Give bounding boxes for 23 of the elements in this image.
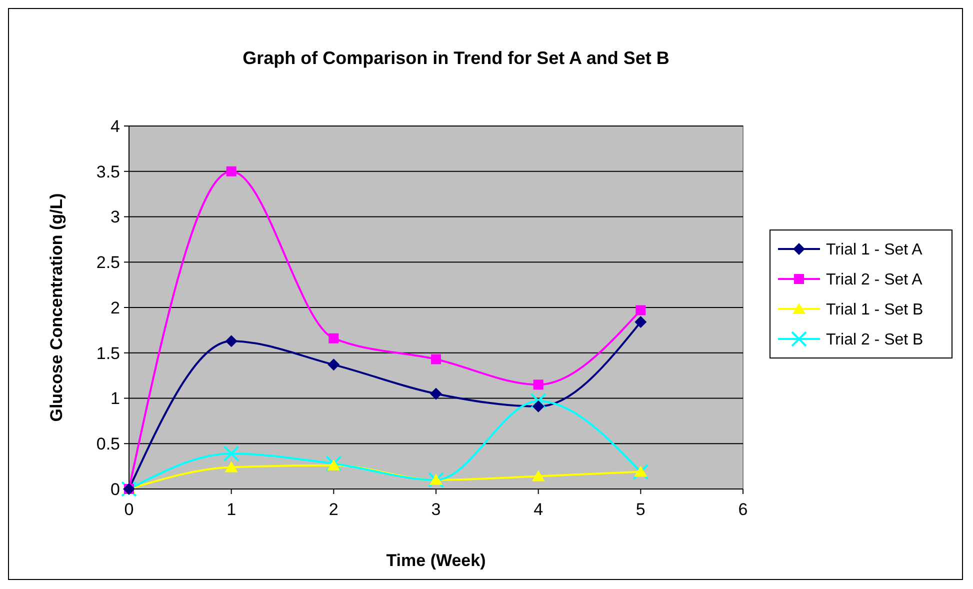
- y-tick-label: 4: [110, 116, 120, 136]
- legend-label: Trial 1 - Set B: [826, 302, 924, 319]
- y-tick-label: 3.5: [96, 162, 120, 182]
- x-tick-label: 2: [328, 500, 338, 519]
- x-tick-label: 4: [534, 500, 544, 519]
- x-tick-label: 6: [738, 500, 748, 519]
- x-axis-title: Time (Week): [386, 551, 486, 570]
- y-tick-label: 0: [110, 480, 120, 499]
- y-tick-label: 2: [110, 298, 120, 318]
- y-tick-label: 1.5: [96, 344, 120, 363]
- y-tick-label: 3: [110, 208, 120, 227]
- y-tick-label: 1: [110, 389, 120, 408]
- y-tick-label: 0.5: [96, 434, 120, 454]
- legend-label: Trial 2 - Set A: [826, 272, 923, 289]
- x-tick-label: 3: [431, 500, 441, 519]
- x-tick-label: 0: [124, 500, 134, 519]
- x-tick-label: 5: [636, 500, 646, 519]
- x-tick-label: 1: [226, 500, 236, 519]
- y-axis-title: Glucose Concentration (g/L): [47, 193, 66, 422]
- legend-label: Trial 1 - Set A: [826, 242, 923, 259]
- legend-label: Trial 2 - Set B: [826, 332, 924, 349]
- y-tick-label: 2.5: [96, 253, 120, 272]
- chart-title: Graph of Comparison in Trend for Set A and Set B: [242, 48, 670, 68]
